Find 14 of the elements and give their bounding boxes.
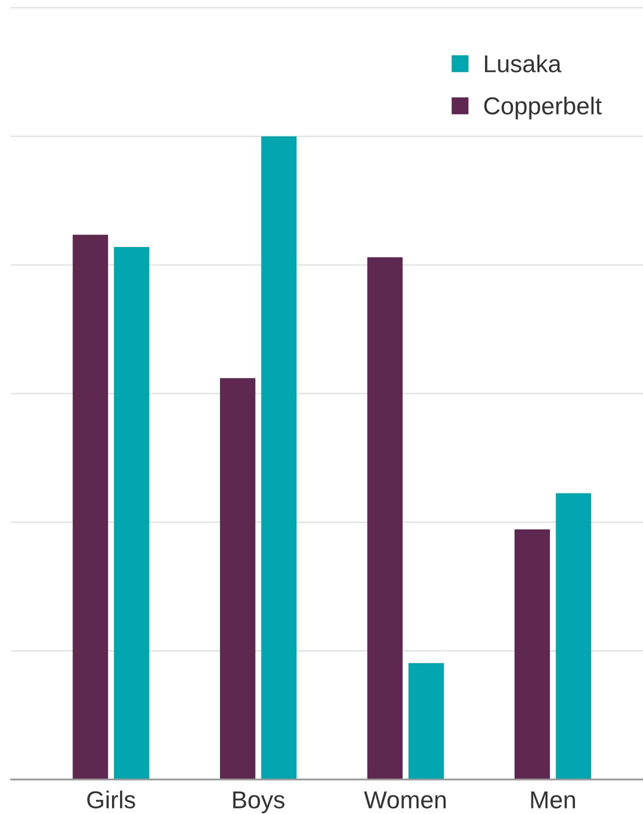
bar bbox=[114, 246, 150, 780]
legend-label: Lusaka bbox=[485, 54, 562, 72]
legend-label: Copperbelt bbox=[484, 96, 602, 120]
bar bbox=[261, 136, 297, 780]
bar bbox=[367, 257, 403, 780]
x-tick-label: Boys bbox=[233, 792, 284, 814]
x-tick-label: Women bbox=[364, 792, 446, 808]
bar bbox=[556, 493, 592, 780]
bar bbox=[220, 378, 256, 780]
x-tick-label: Girls bbox=[87, 790, 136, 808]
bar bbox=[514, 529, 550, 780]
bar bbox=[408, 663, 444, 780]
x-tick-label: Men bbox=[531, 792, 575, 808]
bar bbox=[72, 234, 108, 780]
